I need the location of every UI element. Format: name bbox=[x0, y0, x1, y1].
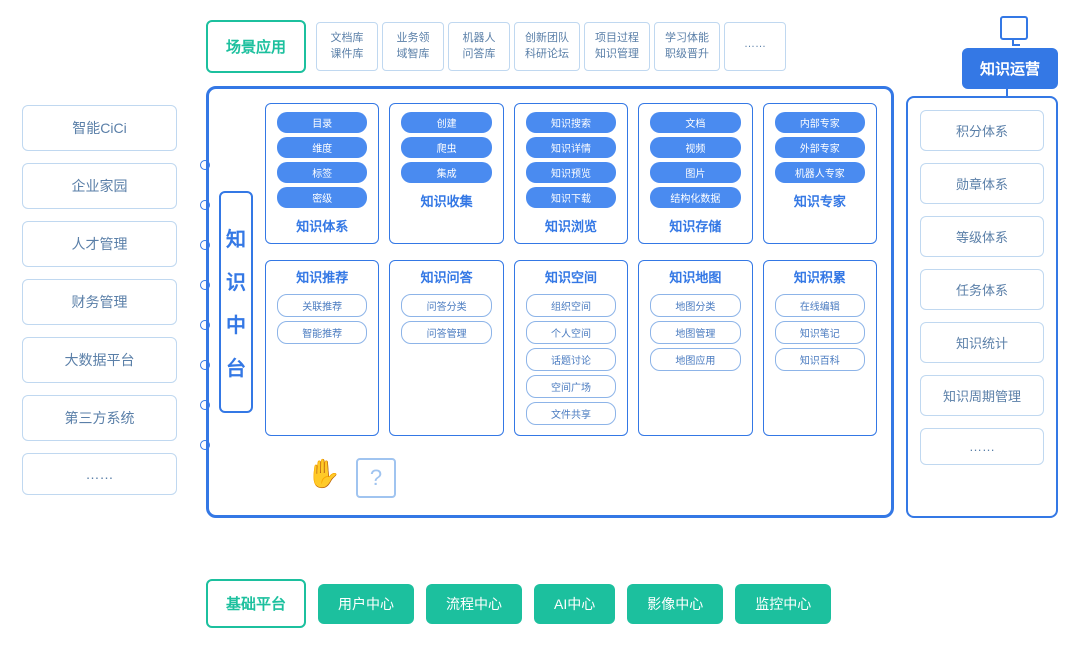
ops-label: 知识运营 bbox=[962, 48, 1058, 89]
module-tag: 问答管理 bbox=[401, 321, 491, 344]
module-tag: 内部专家 bbox=[775, 112, 865, 133]
module-tag: 创建 bbox=[401, 112, 491, 133]
module-title: 知识问答 bbox=[421, 267, 473, 286]
base-platform-row: 基础平台 用户中心流程中心 AI中心影像中心监控中心 bbox=[206, 579, 831, 628]
right-sidebar-item: 任务体系 bbox=[920, 269, 1044, 310]
module-tag: 空间广场 bbox=[526, 375, 616, 398]
left-sidebar: 智能CiCi 企业家园人才管理财务管理大数据平台第三方系统 …… bbox=[22, 105, 177, 495]
module-tag: 在线编辑 bbox=[775, 294, 865, 317]
right-sidebar-item: 勋章体系 bbox=[920, 163, 1044, 204]
scene-label: 场景应用 bbox=[206, 20, 306, 73]
modules-row-1: 目录维度标签密级知识体系创建爬虫集成知识收集知识搜索知识详情知识预览知识下载知识… bbox=[265, 103, 877, 244]
scene-item: 业务领域智库 bbox=[382, 22, 444, 71]
module-tag: 图片 bbox=[650, 162, 740, 183]
module-tag: 知识详情 bbox=[526, 137, 616, 158]
module-tag: 机器人专家 bbox=[775, 162, 865, 183]
right-sidebar: 积分体系勋章体系等级体系任务体系知识统计知识周期管理 …… bbox=[906, 96, 1058, 518]
module-tag: 集成 bbox=[401, 162, 491, 183]
module-tag: 标签 bbox=[277, 162, 367, 183]
main-title-vertical: 知识中台 bbox=[219, 191, 253, 413]
module-tag: 知识下载 bbox=[526, 187, 616, 208]
hand-icon: ✋ bbox=[306, 457, 341, 490]
scene-item: 学习体能职级晋升 bbox=[654, 22, 720, 71]
module-tag: 外部专家 bbox=[775, 137, 865, 158]
module-tag: 组织空间 bbox=[526, 294, 616, 317]
module-tag: 个人空间 bbox=[526, 321, 616, 344]
main-panel: 知识中台 目录维度标签密级知识体系创建爬虫集成知识收集知识搜索知识详情知识预览知… bbox=[206, 86, 894, 518]
module-tag: 关联推荐 bbox=[277, 294, 367, 317]
module-tag: 视频 bbox=[650, 137, 740, 158]
module-tag: 地图分类 bbox=[650, 294, 740, 317]
base-label: 基础平台 bbox=[206, 579, 306, 628]
left-sidebar-item: 第三方系统 bbox=[22, 395, 177, 441]
module-box: 知识地图地图分类地图管理地图应用 bbox=[638, 260, 752, 436]
module-title: 知识存储 bbox=[669, 216, 721, 235]
module-title: 知识推荐 bbox=[296, 267, 348, 286]
module-box: 内部专家外部专家机器人专家知识专家 bbox=[763, 103, 877, 244]
scene-item: 文档库课件库 bbox=[316, 22, 378, 71]
module-title: 知识体系 bbox=[296, 216, 348, 235]
scene-item: 创新团队科研论坛 bbox=[514, 22, 580, 71]
base-platform-item: 影像中心 bbox=[627, 584, 723, 624]
module-box: 知识积累在线编辑知识笔记知识百科 bbox=[763, 260, 877, 436]
right-sidebar-item: 等级体系 bbox=[920, 216, 1044, 257]
modules-row-2: 知识推荐关联推荐智能推荐知识问答问答分类问答管理知识空间组织空间个人空间话题讨论… bbox=[265, 260, 877, 436]
module-tag: 结构化数据 bbox=[650, 187, 740, 208]
module-box: 知识推荐关联推荐智能推荐 bbox=[265, 260, 379, 436]
left-sidebar-item: …… bbox=[22, 453, 177, 495]
module-tag: 地图管理 bbox=[650, 321, 740, 344]
module-tag: 问答分类 bbox=[401, 294, 491, 317]
base-platform-item: AI中心 bbox=[534, 584, 615, 624]
module-box: 知识问答问答分类问答管理 bbox=[389, 260, 503, 436]
module-tag: 目录 bbox=[277, 112, 367, 133]
question-icon: ? bbox=[356, 458, 396, 498]
module-tag: 知识搜索 bbox=[526, 112, 616, 133]
module-title: 知识收集 bbox=[421, 191, 473, 210]
scene-item: 机器人问答库 bbox=[448, 22, 510, 71]
scene-item: 项目过程知识管理 bbox=[584, 22, 650, 71]
right-sidebar-item: 积分体系 bbox=[920, 110, 1044, 151]
module-title: 知识空间 bbox=[545, 267, 597, 286]
right-sidebar-item: 知识统计 bbox=[920, 322, 1044, 363]
left-sidebar-item: 人才管理 bbox=[22, 221, 177, 267]
base-platform-item: 用户中心 bbox=[318, 584, 414, 624]
chart-icon bbox=[1000, 16, 1028, 40]
right-sidebar-item: 知识周期管理 bbox=[920, 375, 1044, 416]
module-tag: 地图应用 bbox=[650, 348, 740, 371]
scene-item: …… bbox=[724, 22, 786, 71]
module-box: 目录维度标签密级知识体系 bbox=[265, 103, 379, 244]
module-title: 知识浏览 bbox=[545, 216, 597, 235]
scene-row: 场景应用 文档库课件库业务领域智库机器人问答库创新团队科研论坛项目过程知识管理学… bbox=[206, 20, 790, 73]
base-platform-item: 流程中心 bbox=[426, 584, 522, 624]
module-tag: 文件共享 bbox=[526, 402, 616, 425]
module-box: 知识空间组织空间个人空间话题讨论空间广场文件共享 bbox=[514, 260, 628, 436]
module-tag: 爬虫 bbox=[401, 137, 491, 158]
module-title: 知识积累 bbox=[794, 267, 846, 286]
module-box: 文档视频图片结构化数据知识存储 bbox=[638, 103, 752, 244]
left-sidebar-item: 企业家园 bbox=[22, 163, 177, 209]
left-sidebar-item: 财务管理 bbox=[22, 279, 177, 325]
left-sidebar-item: 智能CiCi bbox=[22, 105, 177, 151]
module-tag: 知识笔记 bbox=[775, 321, 865, 344]
module-tag: 密级 bbox=[277, 187, 367, 208]
module-box: 创建爬虫集成知识收集 bbox=[389, 103, 503, 244]
module-tag: 维度 bbox=[277, 137, 367, 158]
base-platform-item: 监控中心 bbox=[735, 584, 831, 624]
module-tag: 知识百科 bbox=[775, 348, 865, 371]
module-tag: 文档 bbox=[650, 112, 740, 133]
module-tag: 智能推荐 bbox=[277, 321, 367, 344]
right-sidebar-item: …… bbox=[920, 428, 1044, 465]
module-title: 知识地图 bbox=[669, 267, 721, 286]
module-title: 知识专家 bbox=[794, 191, 846, 210]
module-tag: 话题讨论 bbox=[526, 348, 616, 371]
module-tag: 知识预览 bbox=[526, 162, 616, 183]
module-box: 知识搜索知识详情知识预览知识下载知识浏览 bbox=[514, 103, 628, 244]
left-sidebar-item: 大数据平台 bbox=[22, 337, 177, 383]
